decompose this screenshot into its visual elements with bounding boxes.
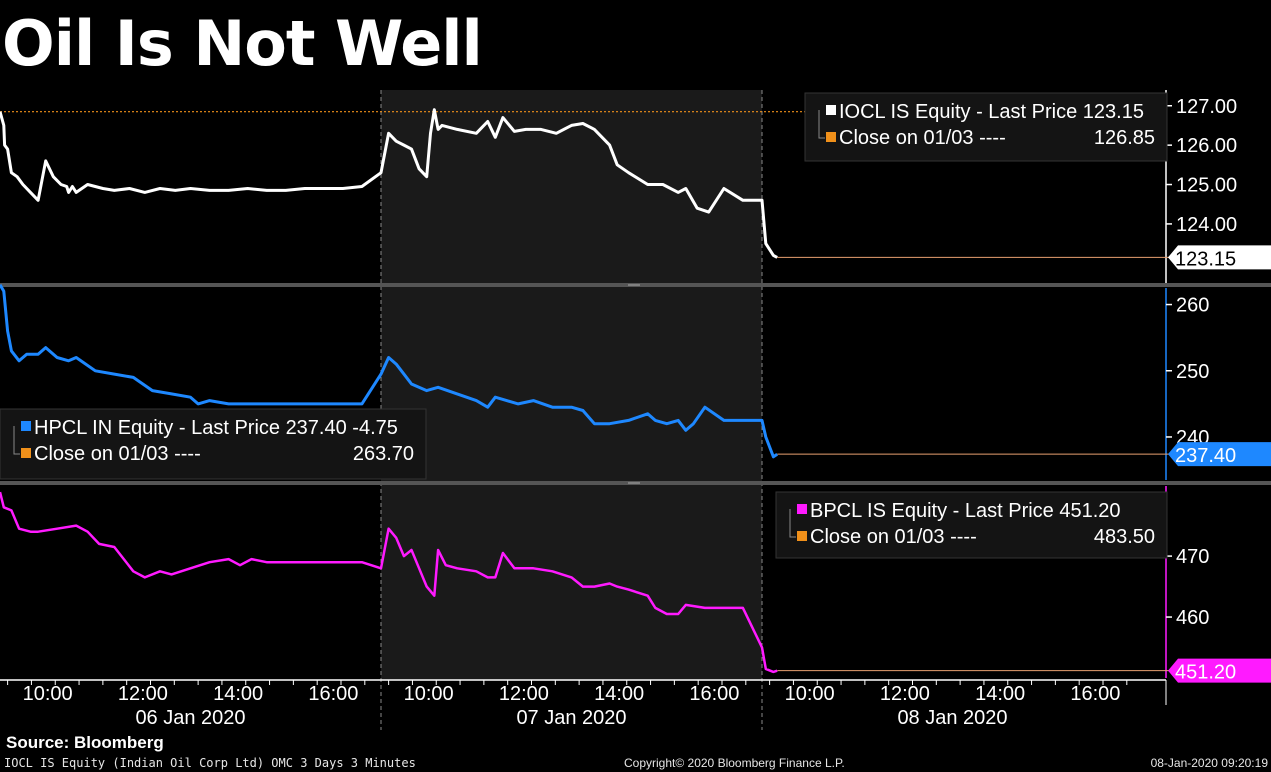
- legend-bpcl: BPCL IS Equity - Last Price 451.20 Close …: [775, 491, 1168, 559]
- legend-swatch-series: [21, 421, 31, 431]
- x-tick-label: 12:00: [880, 683, 930, 705]
- panel-bpcl: 470 460 451.20 BPCL IS Equity - Last Price …: [0, 486, 1271, 684]
- y-tick-label: 127.00: [1176, 96, 1237, 118]
- legend-tree-connector: [818, 110, 825, 139]
- legend-swatch-series: [797, 504, 807, 514]
- legend-swatch-close: [797, 531, 807, 541]
- legend-box: [804, 92, 1168, 162]
- y-tick-label: 126.00: [1176, 135, 1237, 157]
- x-tick-label: 14:00: [594, 683, 644, 705]
- y-tick-label: 125.00: [1176, 175, 1237, 197]
- legend-series-label: BPCL IS Equity - Last Price 451.20: [810, 500, 1121, 522]
- source-note: Source: Bloomberg: [6, 733, 164, 752]
- series-line-iocl: [0, 108, 778, 259]
- x-tick-label: 16:00: [1070, 683, 1120, 705]
- legend-swatch-series: [826, 105, 836, 115]
- footer-security-info: IOCL IS Equity (Indian Oil Corp Ltd) OMC…: [4, 756, 416, 770]
- y-tick-label: 250: [1176, 361, 1209, 383]
- legend-close-value: 263.70: [353, 443, 414, 465]
- x-tick-label: 12:00: [499, 683, 549, 705]
- shaded-day-07-jan: [381, 90, 762, 680]
- y-tick-label: 470: [1176, 546, 1209, 568]
- y-tick-label: 260: [1176, 295, 1209, 317]
- legend-swatch-close: [826, 132, 836, 142]
- series-line-hpcl: [0, 283, 779, 459]
- legend-hpcl: HPCL IN Equity - Last Price 237.40 -4.75…: [0, 408, 427, 480]
- y-tick-label: 124.00: [1176, 214, 1237, 236]
- panel-iocl: 127.00 126.00 125.00 124.00 123.15 IOCL IS Eq…: [0, 90, 1271, 283]
- x-tick-label: 10:00: [23, 683, 73, 705]
- x-tick-label: 10:00: [404, 683, 454, 705]
- series-line-bpcl: [0, 491, 778, 674]
- legend-close-value: 126.85: [1094, 127, 1155, 149]
- legend-close-label: Close on 01/03 ----: [34, 443, 201, 465]
- x-tick-label: 14:00: [213, 683, 263, 705]
- last-price-badge-label: 451.20: [1175, 662, 1236, 684]
- legend-close-label: Close on 01/03 ----: [810, 526, 977, 548]
- last-price-badge: [1168, 658, 1271, 683]
- legend-tree-connector: [789, 509, 796, 538]
- x-day-label: 06 Jan 2020: [135, 707, 245, 729]
- x-day-label: 08 Jan 2020: [897, 707, 1007, 729]
- footer-timestamp: 08-Jan-2020 09:20:19: [1150, 756, 1268, 770]
- last-price-badge: [1168, 245, 1271, 270]
- legend-box: [0, 408, 427, 480]
- legend-swatch-close: [21, 448, 31, 458]
- chart-title: Oil Is Not Well: [2, 7, 483, 80]
- last-price-badge-label: 237.40: [1175, 445, 1236, 467]
- y-tick-label: 460: [1176, 607, 1209, 629]
- x-tick-label: 12:00: [118, 683, 168, 705]
- footer-copyright: Copyright© 2020 Bloomberg Finance L.P.: [624, 756, 845, 770]
- legend-series-label: HPCL IN Equity - Last Price 237.40 -4.75: [34, 417, 398, 439]
- legend-iocl: IOCL IS Equity - Last Price 123.15 Close …: [804, 92, 1168, 162]
- legend-close-label: Close on 01/03 ----: [839, 127, 1006, 149]
- legend-box: [775, 491, 1168, 559]
- x-tick-label: 10:00: [785, 683, 835, 705]
- x-tick-label: 14:00: [975, 683, 1025, 705]
- x-tick-label: 16:00: [689, 683, 739, 705]
- x-day-label: 07 Jan 2020: [516, 707, 626, 729]
- legend-series-label: IOCL IS Equity - Last Price 123.15: [839, 101, 1144, 123]
- last-price-badge-label: 123.15: [1175, 248, 1236, 270]
- legend-close-value: 483.50: [1094, 526, 1155, 548]
- legend-tree-connector: [13, 426, 20, 455]
- last-price-badge: [1168, 442, 1271, 467]
- x-tick-label: 16:00: [308, 683, 358, 705]
